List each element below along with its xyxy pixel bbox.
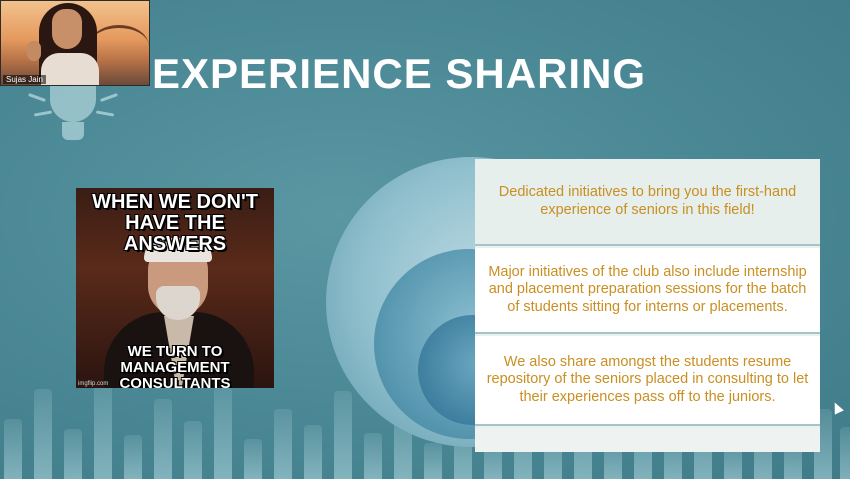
info-point-1: Dedicated initiatives to bring you the f… [475, 159, 820, 246]
meme-image: WHEN WE DON'T HAVE THE ANSWERS WE TURN T… [76, 188, 274, 388]
lightbulb-icon [28, 78, 118, 148]
participant-video-tile[interactable]: Sujas Jain [0, 0, 150, 86]
meme-watermark: imgflip.com [78, 381, 109, 387]
meme-bottom-text: WE TURN TO MANAGEMENT CONSULTANTS [119, 343, 231, 388]
meme-top-text: WHEN WE DON'T HAVE THE ANSWERS [92, 191, 258, 255]
info-point-empty [475, 428, 820, 452]
participant-name-label: Sujas Jain [3, 75, 46, 84]
info-point-3: We also share amongst the students resum… [475, 336, 820, 426]
slide-title: EXPERIENCE SHARING [152, 50, 647, 97]
info-boxes: Dedicated initiatives to bring you the f… [475, 159, 820, 452]
info-point-2: Major initiatives of the club also inclu… [475, 248, 820, 334]
